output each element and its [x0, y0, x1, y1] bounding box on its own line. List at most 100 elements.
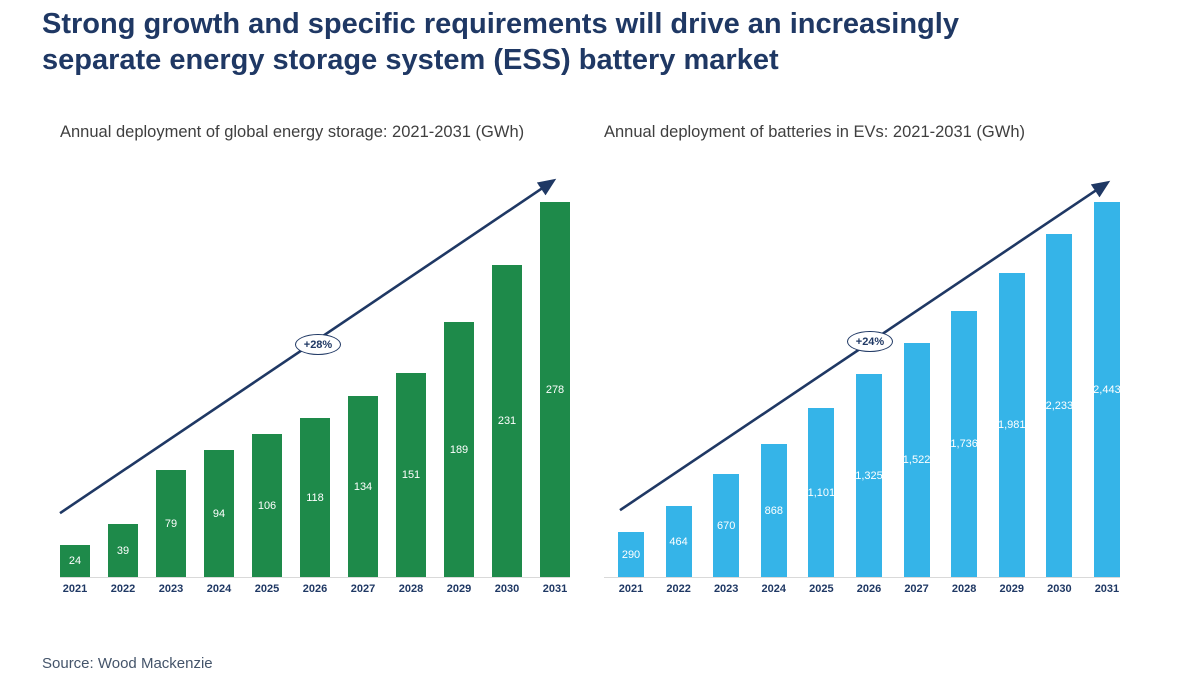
- bar-column: 1,101: [807, 408, 836, 577]
- bar-column: 94: [204, 450, 234, 577]
- x-axis-label: 2029: [999, 583, 1024, 595]
- plot-area: 290 464 670 868 1,101 1,325 1,522 1,736 1,981 2,2…: [604, 168, 1121, 578]
- bar-column: 278: [540, 202, 570, 577]
- bar: 464: [665, 506, 692, 577]
- bar-column: 106: [252, 434, 282, 577]
- x-axis-label: 2031: [1094, 583, 1120, 595]
- x-axis-label: 2030: [494, 583, 520, 595]
- bar: 278: [540, 202, 570, 577]
- bar-column: 189: [444, 322, 474, 577]
- bar-value-label: 868: [764, 504, 783, 517]
- x-axis-label: 2027: [904, 583, 929, 595]
- bar: 290: [618, 532, 644, 577]
- bar-value-label: 1,101: [807, 486, 836, 499]
- plot-area: 24 39 79 94 106 118 134 151 189 231 278 +28%: [59, 168, 570, 578]
- bar-column: 79: [156, 470, 186, 577]
- bar: 1,325: [855, 374, 883, 577]
- bar-value-label: 134: [353, 480, 373, 493]
- bar: 2,233: [1045, 234, 1074, 577]
- bar-value-label: 39: [116, 544, 130, 557]
- bar: 106: [252, 434, 282, 577]
- bar-series: 290 464 670 868 1,101 1,325 1,522 1,736 1,981 2,2…: [618, 168, 1121, 577]
- bar-value-label: 2,233: [1045, 399, 1074, 412]
- bar: 868: [760, 444, 787, 577]
- bar-value-label: 24: [68, 555, 82, 567]
- bar: 1,522: [902, 343, 931, 577]
- bar: 118: [300, 418, 330, 577]
- bar: 670: [713, 474, 740, 577]
- bar: 1,736: [950, 311, 978, 577]
- bar-value-label: 231: [497, 415, 517, 427]
- bar-value-label: 290: [621, 548, 641, 561]
- source-note: Source: Wood Mackenzie: [42, 655, 213, 672]
- bar-column: 464: [665, 506, 692, 577]
- bar-column: 1,981: [997, 273, 1026, 577]
- x-axis-label: 2028: [951, 583, 977, 595]
- chart-subtitle: Annual deployment of global energy stora…: [60, 123, 525, 141]
- bar: 39: [108, 524, 138, 577]
- bar-value-label: 118: [306, 491, 324, 504]
- bar-value-label: 1,325: [855, 469, 883, 482]
- bar-column: 24: [60, 545, 90, 577]
- bar: 189: [444, 322, 474, 577]
- x-axis-label: 2029: [446, 583, 472, 595]
- growth-badge: +24%: [847, 331, 893, 352]
- bar-column: 231: [492, 265, 522, 577]
- x-axis-label: 2021: [618, 583, 644, 595]
- bar-column: 134: [348, 396, 378, 577]
- slide-title-line-1: Strong growth and specific requirements …: [42, 8, 959, 40]
- bar-value-label: 1,522: [902, 454, 931, 466]
- x-axis-label: 2022: [666, 583, 691, 595]
- growth-badge: +28%: [295, 334, 341, 355]
- bar: 79: [156, 470, 186, 577]
- x-axis-label: 2031: [542, 583, 568, 595]
- bar-column: 868: [760, 444, 787, 577]
- x-axis-label: 2023: [158, 583, 184, 595]
- bar-value-label: 1,981: [997, 419, 1026, 431]
- bar-column: 290: [618, 532, 644, 577]
- bar-series: 24 39 79 94 106 118 134 151 189 231 278: [60, 168, 570, 577]
- bar-column: 2,233: [1045, 234, 1074, 577]
- x-axis-label: 2021: [62, 583, 88, 595]
- bar-column: 670: [713, 474, 740, 577]
- bar: 231: [492, 265, 522, 577]
- bar: 134: [348, 396, 378, 577]
- slide-title: Strong growth and specific requirements …: [42, 6, 1162, 78]
- bar-column: 118: [300, 418, 330, 577]
- bar-column: 1,522: [902, 343, 931, 577]
- bar: 151: [396, 373, 426, 577]
- bar: 94: [204, 450, 234, 577]
- x-axis: 2021 2022 2023 2024 2025 2026 2027 2028 2029 2030…: [60, 583, 570, 595]
- bar-value-label: 79: [164, 517, 178, 530]
- bar: 1,981: [997, 273, 1026, 577]
- x-axis-label: 2026: [302, 583, 328, 595]
- x-axis-label: 2026: [856, 583, 882, 595]
- bar-value-label: 189: [449, 443, 469, 456]
- bar-value-label: 2,443: [1093, 383, 1121, 396]
- bar: 1,101: [807, 408, 836, 577]
- bar-column: 151: [396, 373, 426, 577]
- bar-value-label: 464: [669, 535, 688, 548]
- x-axis-label: 2028: [398, 583, 424, 595]
- bar-column: 1,736: [950, 311, 978, 577]
- x-axis-label: 2025: [809, 583, 834, 595]
- chart-subtitle: Annual deployment of batteries in EVs: 2…: [604, 123, 1025, 141]
- bar-value-label: 670: [717, 519, 736, 532]
- bar-value-label: 106: [257, 499, 277, 512]
- slide-title-line-2: separate energy storage system (ESS) bat…: [42, 44, 779, 76]
- x-axis-label: 2024: [206, 583, 232, 595]
- x-axis: 2021 2022 2023 2024 2025 2026 2027 2028 2029 2030…: [604, 583, 1120, 595]
- bar-value-label: 94: [212, 507, 226, 520]
- x-axis-label: 2022: [110, 583, 136, 595]
- x-axis-label: 2023: [713, 583, 739, 595]
- ev-battery-chart: Annual deployment of batteries in EVs: 2…: [604, 122, 1121, 595]
- x-axis-label: 2027: [350, 583, 376, 595]
- x-axis-label: 2024: [761, 583, 787, 595]
- bar-value-label: 1,736: [950, 438, 978, 450]
- bar: 2,443: [1093, 202, 1121, 577]
- bar-value-label: 151: [401, 469, 421, 481]
- bar-column: 1,325: [855, 374, 883, 577]
- x-axis-label: 2025: [254, 583, 280, 595]
- bar-value-label: 278: [545, 383, 565, 396]
